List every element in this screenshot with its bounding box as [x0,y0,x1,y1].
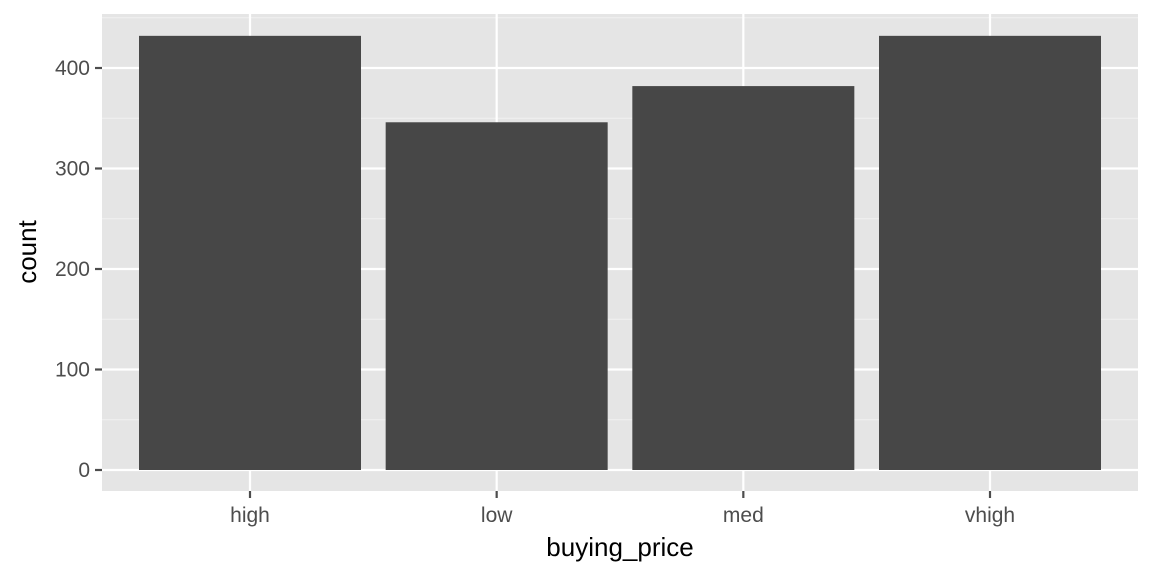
bar [385,122,608,471]
bar [632,86,855,470]
x-tick-label: high [230,504,270,527]
x-axis-ticks: high low med vhigh [230,491,1015,527]
y-axis-ticks: 0 100 200 300 400 [55,57,102,482]
y-axis-title: count [12,219,42,283]
x-tick-label: vhigh [965,504,1015,527]
y-tick-label: 0 [78,459,90,482]
x-tick-label: med [723,504,764,527]
x-axis-title: buying_price [546,532,693,562]
y-tick-label: 400 [55,57,90,80]
y-tick-label: 300 [55,158,90,181]
y-tick-label: 100 [55,359,90,382]
x-tick-label: low [481,504,513,527]
y-tick-label: 200 [55,258,90,281]
bar [879,35,1101,471]
bars [139,35,1101,471]
bar [139,35,361,471]
